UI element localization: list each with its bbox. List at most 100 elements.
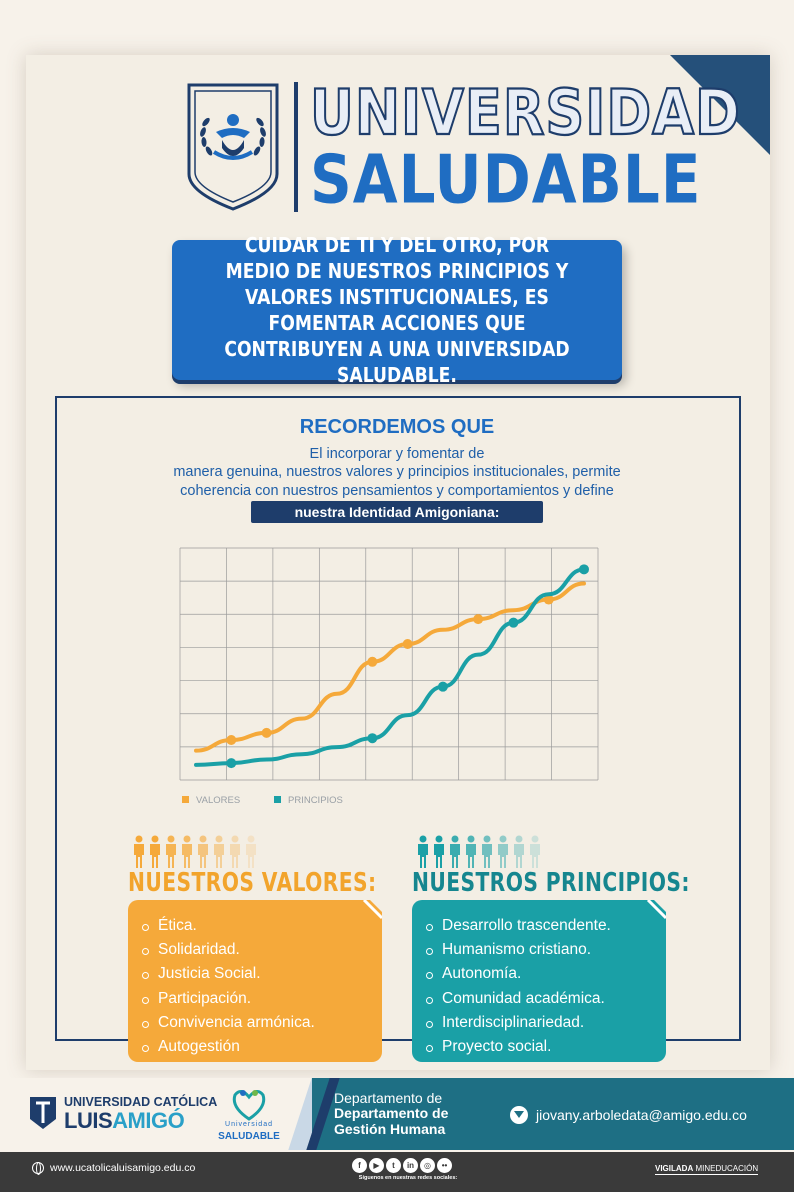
linkedin-icon[interactable]: in (403, 1158, 418, 1173)
reminder-title: RECORDEMOS QUE (299, 416, 495, 438)
data-point-principios (437, 681, 448, 692)
flickr-icon[interactable]: •• (437, 1158, 452, 1173)
logo-amigo: AMIGÓ (112, 1108, 185, 1133)
social-icons: f ▶ t in ◎ •• (352, 1158, 452, 1173)
bottom-bar: www.ucatolicaluisamigo.edu.co f ▶ t in ◎… (0, 1152, 794, 1192)
person-icon (198, 835, 208, 868)
intro-banner: CUIDAR DE TI Y DEL OTRO, POR MEDIO DE NU… (172, 233, 622, 387)
logo-title: UNIVERSIDAD SALUDABLE (309, 76, 741, 212)
data-point-valores (402, 639, 413, 649)
reminder-line-3: coherencia con nuestros pensamientos y c… (180, 482, 614, 499)
principles-card: Desarrollo trascendente. Humanismo cristi… (412, 900, 666, 1062)
luis-amigo-emblem-icon (30, 1097, 56, 1129)
person-icon (150, 835, 160, 868)
principle-item: Autonomía. (426, 962, 652, 986)
university-shield-logo (187, 83, 279, 211)
value-item: Solidaridad. (142, 938, 368, 962)
reminder-line-2: manera genuina, nuestros valores y princ… (173, 464, 621, 481)
value-item: Ética. (142, 914, 368, 938)
logo-divider (294, 82, 298, 212)
data-point-valores (226, 735, 237, 745)
logo-line-2: LUISAMIGÓ (64, 1108, 185, 1134)
data-point-valores (543, 594, 554, 605)
value-item: Participación. (142, 987, 368, 1011)
globe-icon (32, 1162, 44, 1175)
saludable-logo: Universidad SALUDABLE (212, 1085, 286, 1145)
values-card: Ética. Solidaridad. Justicia Social. Partic… (128, 900, 382, 1062)
reminder-text: El incorporar y fomentar de manera genui… (90, 445, 704, 500)
data-point-valores (473, 614, 484, 625)
vigilada-bold: VIGILADA (655, 1164, 694, 1173)
title-universidad: UNIVERSIDAD (309, 76, 741, 149)
facebook-icon[interactable]: f (352, 1158, 367, 1173)
person-icon (514, 835, 524, 868)
heart-people-icon (232, 1090, 266, 1121)
data-point-valores (367, 656, 378, 667)
dept-line-1: Departamento de (334, 1090, 443, 1106)
saludable-small: Universidad (225, 1121, 273, 1128)
data-point-principios (579, 564, 589, 575)
data-point-principios (367, 733, 378, 744)
values-people-icons (132, 835, 258, 869)
instagram-icon[interactable]: ◎ (420, 1158, 435, 1173)
luis-amigo-logo: UNIVERSIDAD CATÓLICA LUISAMIGÓ (28, 1093, 217, 1134)
corner-fold (670, 55, 770, 155)
legend-swatch-valores (182, 796, 189, 803)
principle-item: Interdisciplinariedad. (426, 1011, 652, 1035)
person-icon (482, 835, 492, 868)
youtube-icon[interactable]: ▶ (369, 1158, 384, 1173)
principle-item: Desarrollo trascendente. (426, 914, 652, 938)
card-fold-icon (362, 900, 382, 920)
vigilada-label: VIGILADA MINEDUCACIÓN (655, 1164, 759, 1175)
principles-list: Desarrollo trascendente. Humanismo cristi… (426, 914, 652, 1059)
values-title: NUESTROS VALORES: (128, 868, 377, 898)
identity-highlight: nuestra Identidad Amigoniana: (251, 501, 543, 523)
value-item: Convivencia armónica. (142, 1011, 368, 1035)
intro-text: CUIDAR DE TI Y DEL OTRO, POR MEDIO DE NU… (224, 233, 570, 387)
value-item: Justicia Social. (142, 962, 368, 986)
values-list: Ética. Solidaridad. Justicia Social. Partic… (142, 914, 368, 1059)
title-saludable: SALUDABLE (310, 140, 702, 219)
email-contact[interactable]: jiovany.arboledata@amigo.edu.co (510, 1106, 747, 1124)
twitter-icon[interactable]: t (386, 1158, 401, 1173)
person-icon (166, 835, 176, 868)
person-icon (182, 835, 192, 868)
person-icon (434, 835, 444, 868)
person-icon (246, 835, 256, 868)
person-icon (134, 835, 144, 868)
website-link[interactable]: www.ucatolicaluisamigo.edu.co (32, 1162, 196, 1175)
principles-title: NUESTROS PRINCIPIOS: (412, 868, 690, 898)
data-point-valores (261, 727, 272, 738)
department-banner: Departamento de Departamento de Gestión … (312, 1078, 794, 1150)
value-item: Autogestión (142, 1035, 368, 1059)
data-point-principios (508, 617, 519, 628)
person-icon (214, 835, 224, 868)
legend-label-valores: VALORES (196, 795, 240, 806)
dept-line-2: Departamento de Gestión Humana (334, 1105, 449, 1137)
reminder-panel (55, 396, 741, 1041)
principle-item: Comunidad académica. (426, 987, 652, 1011)
logo-luis: LUIS (64, 1108, 113, 1133)
person-icon (450, 835, 460, 868)
data-point-principios (226, 758, 237, 769)
card-fold-icon (646, 900, 666, 920)
principle-item: Humanismo cristiano. (426, 938, 652, 962)
growth-line-chart: VALORES PRINCIPIOS (179, 547, 599, 806)
website-text[interactable]: www.ucatolicaluisamigo.edu.co (50, 1162, 196, 1174)
follow-text: Síguenos en nuestras redes sociales: (358, 1175, 458, 1181)
person-icon (230, 835, 240, 868)
email-icon (510, 1106, 528, 1124)
email-text[interactable]: jiovany.arboledata@amigo.edu.co (536, 1107, 747, 1123)
principles-people-icons (416, 835, 542, 869)
legend-label-principios: PRINCIPIOS (288, 795, 343, 806)
person-icon (466, 835, 476, 868)
person-icon (498, 835, 508, 868)
logo-line-1: UNIVERSIDAD CATÓLICA (64, 1095, 218, 1109)
vigilada-rest: MINEDUCACIÓN (693, 1164, 759, 1173)
principle-item: Proyecto social. (426, 1035, 652, 1059)
saludable-big: SALUDABLE (218, 1131, 280, 1142)
person-icon (530, 835, 540, 868)
legend-swatch-principios (274, 796, 281, 803)
reminder-line-1: El incorporar y fomentar de (309, 446, 485, 462)
person-icon (418, 835, 428, 868)
